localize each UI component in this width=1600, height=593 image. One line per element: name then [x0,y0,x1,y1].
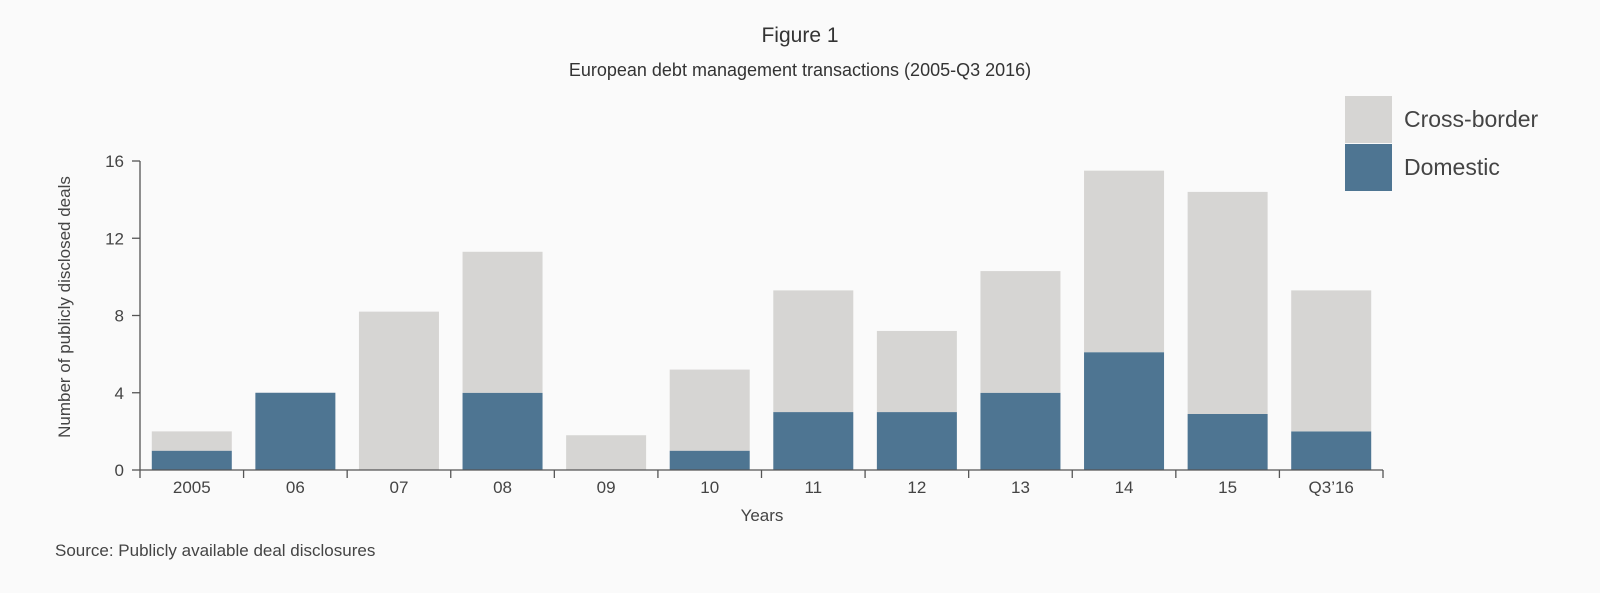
bar-cross-border-11 [1291,290,1372,432]
x-tick-label-1: 06 [286,478,305,497]
bar-cross-border-6 [773,290,854,413]
y-tick-label-3: 12 [105,229,124,248]
bar-cross-border-3 [462,251,543,393]
y-tick-label-1: 4 [115,384,124,403]
source-note: Source: Publicly available deal disclosu… [55,541,376,560]
legend-swatch-cross-border [1345,95,1392,143]
legend-item-cross-border: Cross-border [1345,95,1539,143]
x-tick-label-4: 09 [597,478,616,497]
bar-domestic-8 [980,392,1061,470]
bar-domestic-3 [462,392,543,470]
bar-domestic-1 [255,392,336,470]
y-tick-label-4: 16 [105,152,124,171]
x-tick-label-9: 14 [1115,478,1134,497]
axes-layer: 0 4 8 12 16 2005 06 07 08 09 10 11 12 13 14 15 Q3’16 [105,152,1384,497]
bar-domestic-10 [1187,413,1268,470]
figure-subtitle: European debt management transactions (2… [568,60,1032,80]
bar-cross-border-5 [669,369,750,451]
bar-cross-border-4 [566,435,647,470]
legend-item-domestic: Domestic [1345,143,1500,191]
legend-label-cross-border: Cross-border [1404,105,1539,132]
bar-domestic-0 [151,450,232,470]
bar-cross-border-0 [151,431,232,451]
x-tick-label-0: 2005 [173,478,211,497]
bar-domestic-5 [669,450,750,470]
bar-cross-border-9 [1084,170,1165,353]
bar-cross-border-7 [876,330,957,413]
x-tick-label-6: 11 [804,478,822,497]
x-tick-label-10: 15 [1218,478,1237,497]
figure-title: Figure 1 [761,24,839,47]
bar-cross-border-8 [980,271,1061,393]
bar-domestic-11 [1291,431,1372,470]
x-tick-label-8: 13 [1011,478,1030,497]
bars-layer [151,170,1372,470]
bar-domestic-9 [1084,352,1165,470]
x-tick-label-7: 12 [907,478,926,497]
legend-swatch-domestic [1345,143,1392,191]
x-axis-title: Years [741,506,784,525]
legend-label-domestic: Domestic [1404,153,1500,180]
y-axis-title: Number of publicly disclosed deals [55,176,74,438]
bar-cross-border-2 [358,311,439,470]
x-tick-label-5: 10 [700,478,719,497]
x-tick-label-3: 08 [493,478,512,497]
y-tick-label-0: 0 [115,461,124,480]
y-tick-label-2: 8 [115,307,124,326]
bar-domestic-6 [773,412,854,470]
bar-cross-border-10 [1187,191,1268,414]
x-tick-label-2: 07 [389,478,408,497]
bar-domestic-7 [876,412,957,470]
x-tick-label-11: Q3’16 [1309,478,1354,497]
